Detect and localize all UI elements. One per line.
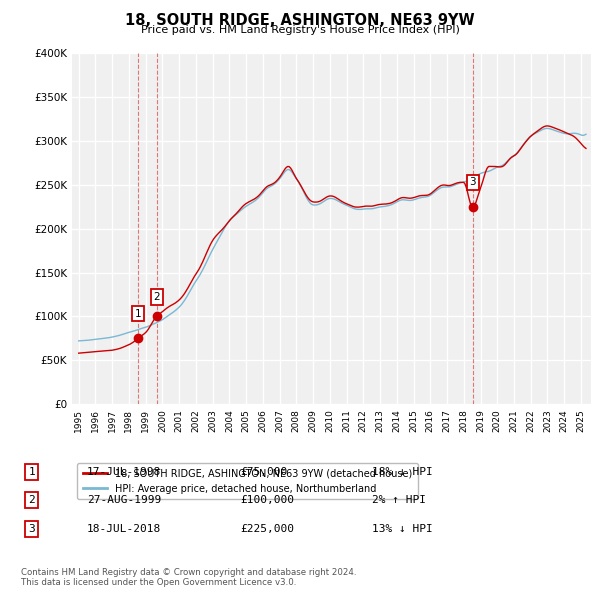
Text: 13% ↓ HPI: 13% ↓ HPI: [372, 524, 433, 533]
Text: 18, SOUTH RIDGE, ASHINGTON, NE63 9YW: 18, SOUTH RIDGE, ASHINGTON, NE63 9YW: [125, 13, 475, 28]
Text: 3: 3: [469, 177, 476, 187]
Text: 3: 3: [28, 524, 35, 533]
Text: 18-JUL-2018: 18-JUL-2018: [87, 524, 161, 533]
Text: £225,000: £225,000: [240, 524, 294, 533]
Text: 1: 1: [28, 467, 35, 477]
Text: 2: 2: [28, 496, 35, 505]
Text: 17-JUL-1998: 17-JUL-1998: [87, 467, 161, 477]
Text: 18% ↓ HPI: 18% ↓ HPI: [372, 467, 433, 477]
Text: Contains HM Land Registry data © Crown copyright and database right 2024.
This d: Contains HM Land Registry data © Crown c…: [21, 568, 356, 587]
Text: £75,000: £75,000: [240, 467, 287, 477]
Text: 2: 2: [154, 292, 160, 302]
Text: 27-AUG-1999: 27-AUG-1999: [87, 496, 161, 505]
Text: 2% ↑ HPI: 2% ↑ HPI: [372, 496, 426, 505]
Legend: 18, SOUTH RIDGE, ASHINGTON, NE63 9YW (detached house), HPI: Average price, detac: 18, SOUTH RIDGE, ASHINGTON, NE63 9YW (de…: [77, 463, 418, 499]
Text: 1: 1: [134, 309, 141, 319]
Text: Price paid vs. HM Land Registry's House Price Index (HPI): Price paid vs. HM Land Registry's House …: [140, 25, 460, 35]
Text: £100,000: £100,000: [240, 496, 294, 505]
